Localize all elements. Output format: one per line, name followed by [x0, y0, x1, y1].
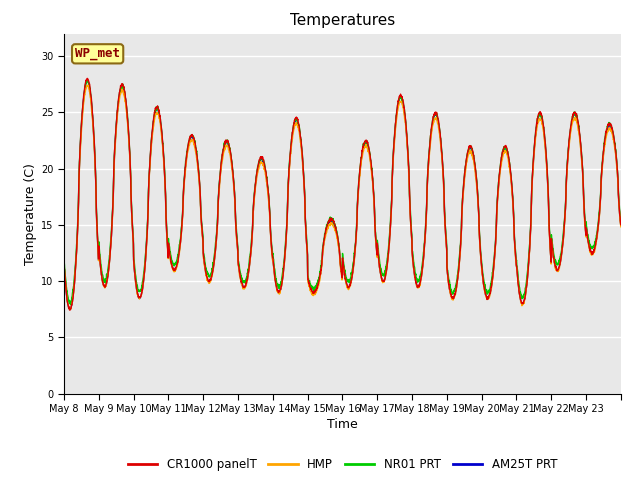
X-axis label: Time: Time [327, 418, 358, 431]
Y-axis label: Temperature (C): Temperature (C) [24, 163, 37, 264]
Title: Temperatures: Temperatures [290, 13, 395, 28]
Legend: CR1000 panelT, HMP, NR01 PRT, AM25T PRT: CR1000 panelT, HMP, NR01 PRT, AM25T PRT [123, 454, 562, 476]
Text: WP_met: WP_met [75, 48, 120, 60]
